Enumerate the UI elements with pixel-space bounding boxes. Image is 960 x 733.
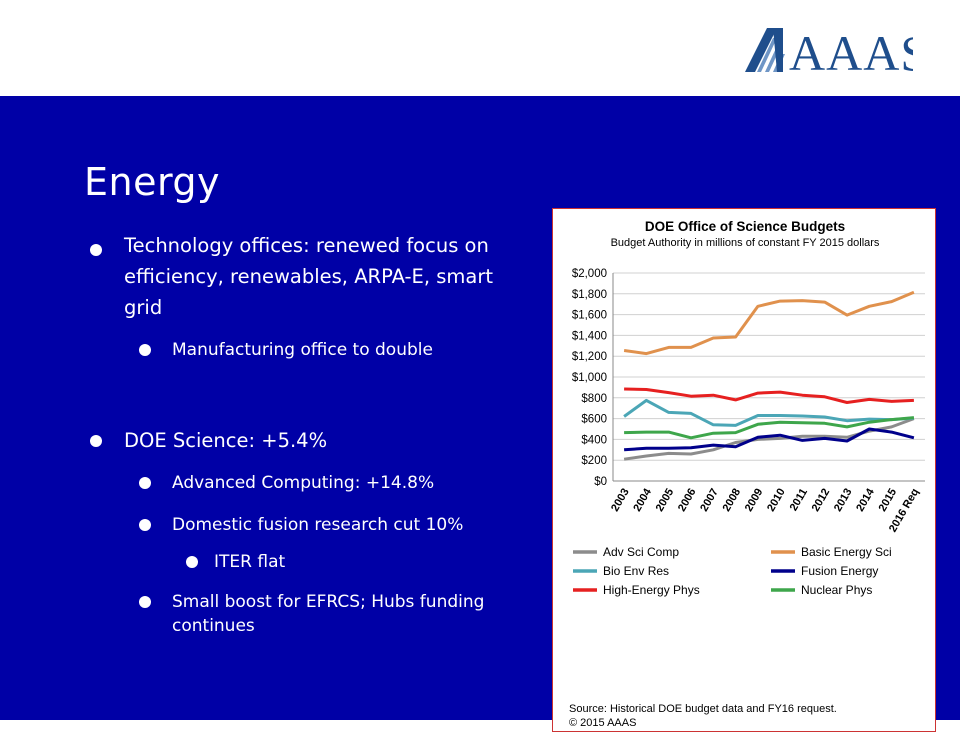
x-tick-label: 2007 xyxy=(698,487,721,514)
y-tick-label: $1,800 xyxy=(572,289,607,301)
x-tick-label: 2005 xyxy=(654,487,677,514)
slide-body: Energy Technology offices: renewed focus… xyxy=(0,96,960,732)
chart-series xyxy=(623,290,915,461)
legend-label: Bio Env Res xyxy=(603,564,669,578)
y-tick-label: $1,000 xyxy=(572,372,607,384)
series-line-bio-env-res xyxy=(623,398,915,427)
x-tick-label: 2011 xyxy=(788,487,810,514)
y-axis: $0 $200 $400 $600 $800 $1,000 $1,200 $1,400 $1,6… xyxy=(572,268,607,488)
x-tick-label: 2006 xyxy=(676,487,699,514)
series-line-nuclear-phys xyxy=(624,416,915,440)
series-line-high-energy-phys xyxy=(624,387,914,404)
x-tick-label: 2014 xyxy=(854,486,877,514)
series-line-fusion-energy xyxy=(623,427,915,452)
aaas-logo: AAAS xyxy=(745,25,913,74)
x-tick-label: 2003 xyxy=(609,487,632,514)
chart-source-note: Source: Historical DOE budget data and F… xyxy=(569,703,837,715)
y-tick-label: $1,600 xyxy=(572,310,607,322)
x-tick-label: 2012 xyxy=(810,487,833,514)
chart-title: DOE Office of Science Budgets xyxy=(645,219,845,234)
bullet-manufacturing: Manufacturing office to double xyxy=(172,340,433,360)
legend-label: Nuclear Phys xyxy=(801,583,872,597)
logo-mark-icon xyxy=(745,28,785,72)
y-tick-label: $0 xyxy=(594,476,607,488)
chart-grid xyxy=(612,272,925,482)
y-tick-label: $800 xyxy=(581,393,607,405)
bullet-dot xyxy=(90,435,102,447)
bullet-dot xyxy=(186,556,198,568)
bullet-dot xyxy=(139,519,151,531)
bullet-advanced-computing: Advanced Computing: +14.8% xyxy=(172,473,435,493)
chart-canvas: DOE Office of Science Budgets Budget Aut… xyxy=(569,219,925,729)
chart-subtitle: Budget Authority in millions of constant… xyxy=(611,237,880,249)
chart-copyright: © 2015 AAAS xyxy=(569,717,636,729)
legend-label: Fusion Energy xyxy=(801,564,878,578)
budget-chart: DOE Office of Science Budgets Budget Aut… xyxy=(552,208,936,732)
series-line-basic-energy-sci xyxy=(623,290,915,356)
x-tick-label: 2010 xyxy=(765,487,788,514)
bullet-dot xyxy=(139,596,151,608)
x-tick-label: 2009 xyxy=(743,487,766,514)
chart-legend: Adv Sci Comp Basic Energy Sci Bio Env Res F… xyxy=(573,545,892,597)
bullet-doe-science: DOE Science: +5.4% xyxy=(124,429,328,452)
logo-text: AAAS xyxy=(789,25,913,74)
y-tick-label: $200 xyxy=(581,455,607,467)
bullet-efrcs: Small boost for EFRCS; Hubs funding cont… xyxy=(172,592,485,636)
y-tick-label: $1,400 xyxy=(572,330,607,342)
x-tick-label: 2015 xyxy=(877,487,900,514)
slide-title: Energy xyxy=(84,160,221,204)
y-tick-label: $1,200 xyxy=(572,351,607,363)
legend-label: Adv Sci Comp xyxy=(603,545,679,559)
bullet-dot xyxy=(139,344,151,356)
x-tick-label: 2008 xyxy=(721,487,744,514)
y-tick-label: $400 xyxy=(581,434,607,446)
x-tick-label: 2004 xyxy=(631,486,654,514)
y-tick-label: $2,000 xyxy=(572,268,607,280)
bullet-iter: ITER flat xyxy=(214,552,286,572)
header-bar: AAAS xyxy=(0,0,960,96)
x-tick-label: 2013 xyxy=(832,487,855,514)
bullet-fusion: Domestic fusion research cut 10% xyxy=(172,515,464,535)
bullet-dot xyxy=(139,477,151,489)
bullet-dot xyxy=(90,244,102,256)
y-tick-label: $600 xyxy=(581,414,607,426)
legend-label: High-Energy Phys xyxy=(603,583,700,597)
bullet-technology-offices: Technology offices: renewed focus on eff… xyxy=(124,234,494,319)
x-axis: 2003 2004 2005 2006 2007 2008 2009 2010 2011 2012… xyxy=(609,486,921,535)
legend-label: Basic Energy Sci xyxy=(801,545,892,559)
